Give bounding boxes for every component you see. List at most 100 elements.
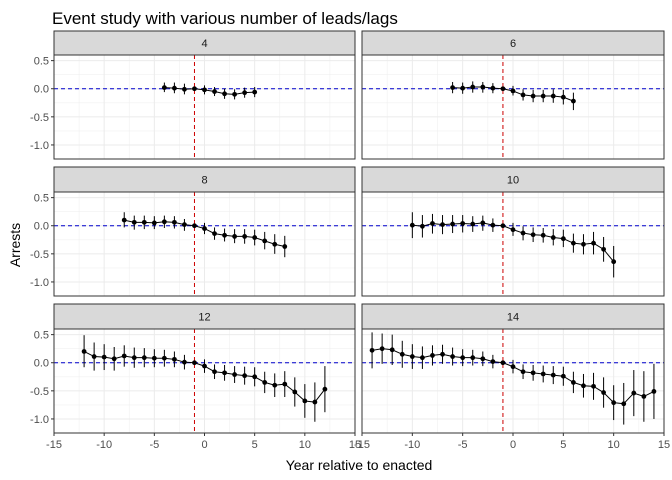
facet-strip (361, 166, 665, 193)
data-point (399, 351, 405, 357)
data-point (232, 372, 238, 377)
data-point (131, 219, 137, 225)
data-point (520, 230, 526, 236)
data-point (500, 86, 506, 92)
data-point (480, 356, 486, 362)
data-point (591, 383, 596, 389)
data-point (101, 354, 107, 360)
data-point (520, 369, 526, 375)
facet-panel: 14 -15 -10 -5 0 5 10 15 (354, 303, 670, 451)
data-point (262, 380, 268, 385)
data-point (389, 347, 395, 353)
y-tick-label: -1.0 (30, 277, 49, 289)
data-point (500, 360, 506, 366)
data-point (470, 221, 476, 227)
data-point (500, 223, 506, 229)
y-tick-label: -0.5 (30, 249, 49, 261)
x-tick-label: 10 (299, 439, 311, 451)
data-point (182, 222, 187, 228)
data-point (530, 370, 536, 376)
data-point (141, 219, 147, 225)
x-tick-label: 5 (560, 439, 566, 451)
data-point (420, 355, 425, 361)
data-point (430, 221, 435, 226)
panel-border (53, 191, 356, 297)
data-point (540, 93, 546, 99)
data-point (202, 87, 207, 93)
facet-strip (361, 30, 665, 56)
data-point (302, 398, 308, 404)
x-tick-label: 0 (510, 439, 516, 451)
data-point (222, 91, 227, 97)
data-point (172, 85, 177, 91)
facet-panel: 4 0.5 0.0 -0.5 -1.0 (30, 30, 356, 160)
data-point (232, 91, 238, 97)
facet-strip-label: 14 (507, 312, 519, 324)
data-point (540, 232, 546, 238)
data-point (182, 86, 187, 92)
data-point (611, 259, 617, 265)
panel-border (361, 191, 665, 297)
data-point (111, 356, 117, 362)
panel-border (53, 54, 356, 160)
data-point (192, 360, 197, 366)
data-point (91, 354, 97, 359)
data-point (272, 382, 278, 388)
data-point (450, 221, 455, 227)
panel-border (361, 54, 665, 160)
y-tick-label: 0.5 (34, 330, 49, 342)
data-point (151, 355, 157, 361)
data-point (560, 236, 566, 242)
y-tick-label: -1.0 (30, 140, 49, 152)
data-point (242, 234, 248, 239)
y-tick-label: -0.5 (30, 386, 49, 398)
data-point (460, 355, 466, 361)
facet-strip-label: 10 (507, 175, 519, 187)
y-tick-label: 0.5 (34, 193, 49, 205)
data-point (550, 235, 556, 240)
data-point (282, 244, 288, 249)
x-tick-label: 10 (608, 439, 620, 451)
data-point (470, 84, 476, 90)
data-point (591, 240, 596, 246)
data-point (601, 390, 606, 395)
data-point (530, 232, 536, 238)
data-point (322, 386, 328, 392)
data-point (440, 351, 445, 357)
data-point (252, 235, 258, 240)
data-point (430, 353, 435, 358)
data-point (242, 90, 248, 96)
data-point (161, 85, 167, 91)
data-point (601, 246, 606, 252)
data-point (520, 92, 526, 98)
data-point (222, 232, 227, 238)
data-point (202, 363, 207, 369)
data-point (161, 355, 167, 361)
data-point (131, 355, 137, 361)
y-tick-label: -0.5 (30, 112, 49, 124)
facet-strip (53, 30, 356, 56)
data-point (510, 227, 516, 233)
data-point (379, 346, 385, 352)
x-tick-label: 15 (349, 439, 361, 451)
data-point (611, 400, 617, 406)
data-point (550, 372, 556, 378)
data-point (510, 364, 516, 370)
x-tick-label: -15 (46, 439, 62, 451)
data-point (450, 85, 455, 91)
data-point (202, 226, 207, 231)
data-point (631, 390, 637, 396)
facet-strip (53, 303, 356, 330)
data-point (141, 355, 147, 361)
data-point (460, 85, 466, 91)
data-point (252, 89, 258, 95)
data-point (550, 93, 556, 99)
data-point (212, 231, 217, 237)
data-point (312, 399, 318, 405)
data-point (581, 383, 586, 389)
facet-panel: 6 (361, 30, 665, 160)
facet-strip-label: 4 (201, 38, 207, 50)
data-point (571, 98, 576, 104)
